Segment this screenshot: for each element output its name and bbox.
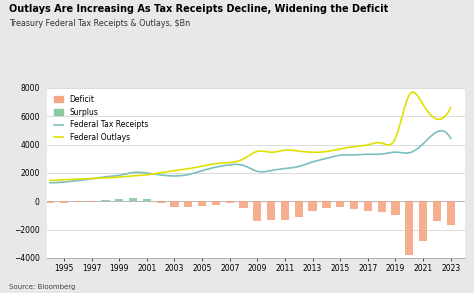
- Bar: [129, 198, 137, 201]
- Text: Source: Bloomberg: Source: Bloomberg: [9, 284, 76, 290]
- Bar: [212, 201, 220, 205]
- Bar: [239, 201, 248, 208]
- Bar: [156, 201, 165, 203]
- Legend: Deficit, Surplus, Federal Tax Receipts, Federal Outlays: Deficit, Surplus, Federal Tax Receipts, …: [51, 92, 151, 145]
- Text: Treasury Federal Tax Receipts & Outlays, $Bn: Treasury Federal Tax Receipts & Outlays,…: [9, 19, 191, 28]
- Bar: [267, 201, 275, 219]
- Bar: [253, 201, 262, 221]
- Bar: [350, 201, 358, 209]
- Bar: [73, 201, 82, 202]
- Bar: [115, 200, 123, 201]
- Bar: [419, 201, 427, 241]
- Bar: [392, 201, 400, 215]
- Bar: [447, 201, 455, 225]
- Bar: [377, 201, 386, 212]
- Bar: [46, 201, 55, 203]
- Bar: [184, 201, 192, 207]
- Bar: [170, 201, 179, 207]
- Bar: [198, 201, 206, 206]
- Bar: [364, 201, 372, 211]
- Bar: [336, 201, 344, 207]
- Bar: [143, 199, 151, 201]
- Bar: [101, 200, 109, 201]
- Bar: [281, 201, 289, 219]
- Bar: [405, 201, 413, 255]
- Bar: [295, 201, 303, 217]
- Bar: [88, 201, 96, 202]
- Bar: [60, 201, 68, 203]
- Text: Outlays Are Increasing As Tax Receipts Decline, Widening the Deficit: Outlays Are Increasing As Tax Receipts D…: [9, 4, 389, 14]
- Bar: [322, 201, 330, 208]
- Bar: [433, 201, 441, 221]
- Bar: [309, 201, 317, 211]
- Bar: [226, 201, 234, 203]
